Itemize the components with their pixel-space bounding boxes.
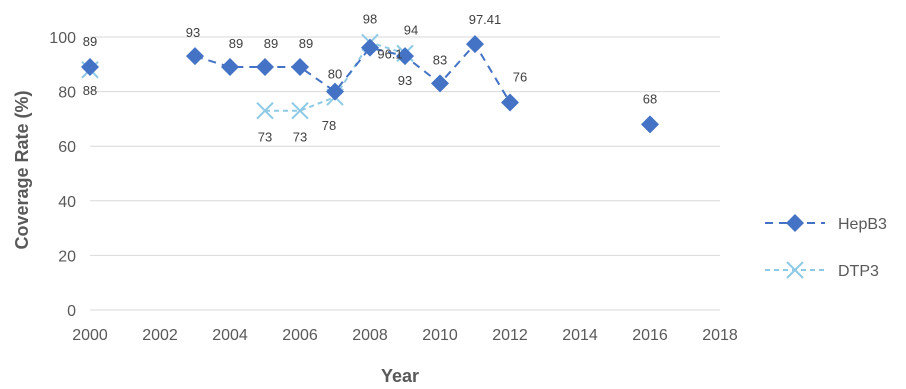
x-tick-label: 2018	[702, 327, 738, 344]
y-axis-ticks: 0 20 40 60 80 100	[49, 30, 76, 320]
x-tick-label: 2016	[632, 327, 668, 344]
x-tick-label: 2000	[72, 327, 108, 344]
data-label: 93	[186, 25, 200, 40]
data-label: 73	[293, 130, 307, 145]
y-tick-label: 60	[58, 139, 76, 156]
x-tick-label: 2010	[422, 327, 458, 344]
point-diamond	[81, 58, 99, 77]
data-label: 93	[398, 73, 412, 88]
y-tick-label: 40	[58, 194, 76, 211]
data-label: 96.1	[377, 47, 402, 62]
x-axis-title: Year	[381, 366, 419, 386]
data-label: 97.41	[469, 12, 502, 27]
point-diamond	[361, 38, 379, 57]
point-diamond	[291, 58, 309, 77]
point-diamond	[466, 35, 484, 54]
data-label: 88	[83, 83, 97, 98]
point-diamond	[396, 47, 414, 66]
data-label: 89	[264, 36, 278, 51]
legend-item-dtp3: DTP3	[765, 261, 879, 280]
point-diamond	[186, 47, 204, 66]
series-hepb3	[81, 35, 659, 134]
data-label: 89	[299, 36, 313, 51]
data-label: 68	[643, 91, 657, 106]
point-diamond	[641, 115, 659, 134]
y-tick-label: 100	[49, 30, 76, 47]
data-label: 80	[328, 67, 342, 82]
point-x	[256, 102, 274, 120]
data-label: 76	[513, 70, 527, 85]
point-diamond	[221, 58, 239, 77]
gridlines	[90, 36, 720, 311]
series-line	[194, 42, 511, 104]
point-x	[786, 261, 804, 279]
y-tick-label: 80	[58, 85, 76, 102]
y-tick-label: 20	[58, 248, 76, 265]
point-x	[291, 102, 309, 120]
legend: HepB3 DTP3	[765, 214, 887, 280]
data-label: 89	[229, 36, 243, 51]
legend-item-hepb3: HepB3	[765, 214, 887, 233]
point-diamond	[256, 58, 274, 77]
x-axis-ticks: 2000 2002 2004 2006 2008 2010 2012 2014 2016 2018	[72, 327, 738, 344]
data-label: 83	[433, 52, 447, 67]
x-tick-label: 2002	[142, 327, 178, 344]
data-label: 98	[363, 11, 377, 26]
x-tick-label: 2012	[492, 327, 528, 344]
data-labels: 89 93 89 89 89 80 96.1 93 83 97.41 76 68 88 73 73 78 98 9…	[83, 11, 657, 144]
x-tick-label: 2008	[352, 327, 388, 344]
data-label: 94	[404, 22, 418, 37]
data-label: 73	[258, 130, 272, 145]
point-diamond	[501, 93, 519, 112]
point-diamond	[326, 82, 344, 101]
x-tick-label: 2014	[562, 327, 598, 344]
x-tick-label: 2006	[282, 327, 318, 344]
series-layer	[81, 33, 659, 134]
y-axis-title: Coverage Rate (%)	[12, 90, 32, 249]
legend-label: HepB3	[838, 216, 887, 233]
legend-label: DTP3	[838, 263, 879, 280]
y-tick-label: 0	[67, 303, 76, 320]
point-diamond	[431, 74, 449, 93]
data-label: 89	[83, 34, 97, 49]
x-tick-label: 2004	[212, 327, 248, 344]
data-label: 78	[322, 118, 336, 133]
point-diamond	[786, 214, 804, 232]
